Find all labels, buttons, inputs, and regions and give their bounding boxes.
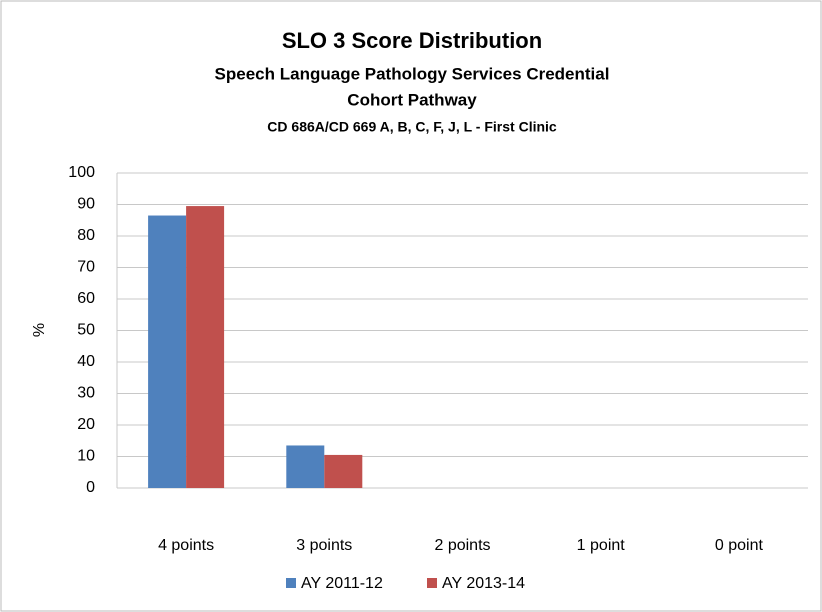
x-tick-label: 0 point xyxy=(715,537,764,554)
x-tick-label: 1 point xyxy=(577,537,626,554)
x-tick-label: 4 points xyxy=(158,537,214,554)
y-tick-label: 90 xyxy=(77,196,95,213)
x-tick-label: 3 points xyxy=(296,537,352,554)
y-tick-label: 20 xyxy=(77,416,95,433)
legend-label: AY 2011-12 xyxy=(301,575,383,592)
bar xyxy=(148,215,187,488)
chart-subtitle: Speech Language Pathology Services Crede… xyxy=(215,64,610,83)
y-axis-label: % xyxy=(31,323,48,337)
y-tick-label: 60 xyxy=(77,290,95,307)
bar xyxy=(324,454,363,488)
y-tick-label: 70 xyxy=(77,259,95,276)
y-tick-label: 100 xyxy=(68,164,95,181)
y-tick-label: 0 xyxy=(86,479,95,496)
y-tick-label: 40 xyxy=(77,353,95,370)
legend-swatch xyxy=(427,578,437,588)
x-tick-label: 2 points xyxy=(434,537,490,554)
bar xyxy=(286,445,325,488)
y-tick-label: 10 xyxy=(77,448,95,465)
y-tick-label: 80 xyxy=(77,227,95,244)
y-tick-label: 50 xyxy=(77,322,95,339)
legend-label: AY 2013-14 xyxy=(442,575,525,592)
legend-swatch xyxy=(286,578,296,588)
bar xyxy=(186,206,225,488)
chart-subtitle: Cohort Pathway xyxy=(347,90,477,109)
chart-subtitle: CD 686A/CD 669 A, B, C, F, J, L - First … xyxy=(267,119,557,135)
chart-title: SLO 3 Score Distribution xyxy=(282,28,542,53)
y-tick-label: 30 xyxy=(77,385,95,402)
